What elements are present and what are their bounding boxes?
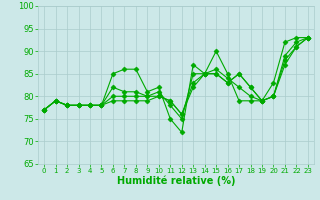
- X-axis label: Humidité relative (%): Humidité relative (%): [117, 176, 235, 186]
